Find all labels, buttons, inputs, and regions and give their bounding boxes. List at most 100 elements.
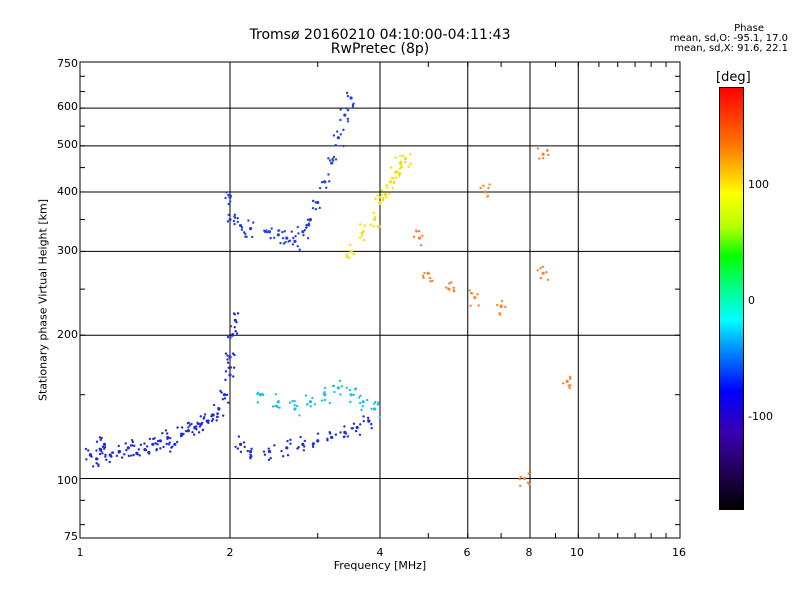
data-point — [339, 108, 342, 111]
data-point — [220, 391, 223, 394]
data-point — [224, 196, 227, 200]
data-point — [99, 438, 102, 442]
data-point — [339, 118, 342, 122]
data-point — [84, 447, 88, 451]
data-point — [222, 393, 227, 397]
data-point — [349, 393, 353, 397]
data-point — [302, 233, 305, 237]
data-point — [305, 223, 308, 227]
data-point — [361, 405, 364, 408]
data-point — [227, 193, 230, 197]
data-point — [197, 431, 201, 434]
data-point — [370, 407, 373, 411]
data-point — [562, 382, 565, 385]
data-point — [170, 446, 173, 449]
data-point — [342, 128, 345, 132]
data-point — [346, 120, 350, 123]
data-point — [316, 200, 320, 205]
phase-heading: Phase — [734, 23, 764, 34]
data-point — [247, 219, 250, 222]
data-point — [226, 220, 230, 223]
data-point — [235, 321, 238, 324]
data-point — [164, 429, 168, 432]
data-point — [227, 401, 230, 404]
data-point — [542, 157, 545, 160]
data-point — [131, 444, 134, 447]
x-tick-label: 16 — [672, 546, 686, 559]
data-point — [336, 130, 339, 133]
data-point — [539, 267, 542, 270]
data-point — [215, 419, 218, 422]
data-point — [536, 269, 539, 272]
data-point — [280, 449, 283, 453]
data-point — [101, 452, 104, 455]
data-point — [187, 421, 191, 425]
data-point — [281, 455, 285, 458]
data-point — [352, 252, 356, 256]
data-point — [343, 425, 346, 428]
y-tick-label: 100 — [57, 474, 78, 487]
data-point — [499, 313, 502, 316]
data-point — [145, 445, 149, 448]
data-point — [269, 456, 272, 460]
data-point — [528, 483, 531, 486]
data-point — [476, 293, 479, 296]
data-point — [289, 438, 292, 442]
colorbar-tick-label: -100 — [748, 410, 773, 423]
data-point — [496, 303, 499, 307]
data-point — [336, 136, 340, 140]
data-point — [349, 400, 352, 404]
data-point — [278, 406, 281, 409]
data-point — [346, 435, 350, 438]
data-point — [541, 265, 545, 268]
data-point — [320, 399, 324, 402]
data-point — [339, 431, 342, 434]
data-point — [339, 393, 342, 396]
data-point — [428, 276, 432, 280]
data-point — [227, 213, 230, 216]
data-point — [339, 133, 342, 136]
data-point — [412, 235, 416, 238]
data-point — [386, 186, 389, 189]
data-point — [360, 234, 364, 237]
data-point — [350, 427, 353, 430]
data-point — [409, 162, 412, 166]
data-point — [360, 232, 363, 235]
data-point — [342, 144, 345, 148]
data-point — [308, 219, 312, 222]
data-point — [376, 225, 380, 229]
data-point — [346, 117, 350, 121]
data-point — [372, 224, 375, 228]
data-point — [137, 448, 140, 451]
data-point — [568, 386, 571, 390]
data-point — [234, 330, 237, 333]
data-point — [309, 405, 312, 408]
data-point — [211, 417, 215, 421]
data-point — [166, 432, 169, 435]
data-point — [431, 279, 434, 283]
data-point — [158, 439, 163, 443]
data-point — [303, 439, 306, 443]
data-point — [311, 207, 315, 210]
data-point — [155, 448, 158, 451]
data-point — [224, 370, 228, 373]
data-point — [87, 449, 90, 452]
data-point — [314, 207, 318, 211]
data-point — [286, 439, 289, 443]
data-point — [500, 304, 503, 307]
data-point — [392, 176, 395, 180]
data-point — [95, 440, 99, 443]
y-tick-label: 200 — [57, 328, 78, 341]
data-point — [190, 422, 193, 426]
data-point — [342, 435, 346, 439]
data-point — [367, 419, 370, 422]
data-point — [372, 407, 377, 411]
data-point — [327, 157, 330, 160]
data-point — [355, 425, 359, 430]
data-point — [318, 186, 322, 190]
data-point — [110, 451, 114, 454]
data-point — [366, 416, 370, 420]
data-point — [330, 161, 334, 165]
data-point — [538, 157, 541, 160]
data-point — [152, 437, 155, 441]
